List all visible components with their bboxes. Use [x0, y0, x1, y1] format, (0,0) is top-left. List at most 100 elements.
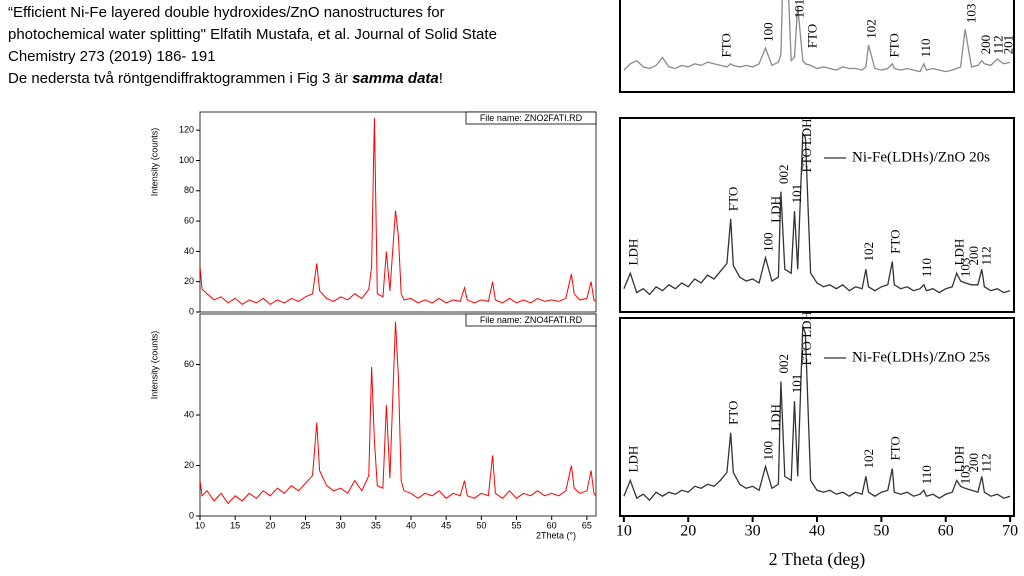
legend-label: Ni-Fe(LDHs)/ZnO 20s [852, 149, 990, 165]
plot-frame [619, 0, 1015, 93]
x-tick-label: 70 [1002, 523, 1018, 540]
peak-label: 100 [760, 22, 775, 42]
peak-label: 112 [979, 246, 994, 265]
peak-label: 100 [760, 232, 775, 252]
peak-label: 112 [979, 453, 994, 472]
peak-label: LDH [799, 118, 814, 145]
x-tick-label: 40 [809, 523, 825, 540]
y-tick-label: 0 [189, 510, 194, 520]
peak-label: FTO [887, 33, 902, 57]
peak-label: 101 [789, 374, 804, 394]
series-line [623, 131, 1011, 296]
peak-label: FTO [887, 229, 902, 253]
x-tick-label: 60 [547, 520, 557, 530]
plot-area [623, 325, 1011, 502]
x-tick-label: 50 [873, 523, 889, 540]
peak-label: 200 [966, 246, 981, 266]
x-tick-label: 10 [195, 520, 205, 530]
x-tick-label: 25 [300, 520, 310, 530]
peak-label: 110 [918, 39, 933, 58]
peak-label: 102 [863, 19, 878, 39]
x-tick-label: 45 [441, 520, 451, 530]
peak-label: 101 [789, 184, 804, 204]
note-text: ! [438, 70, 443, 87]
peak-label: FTO [804, 24, 819, 48]
peak-label: 200 [978, 35, 993, 55]
peak-label: LDH [625, 239, 640, 266]
peak-label: 103 [957, 258, 972, 278]
plot-area [623, 0, 1011, 73]
plot-frame [199, 313, 597, 517]
file-name-box [465, 111, 597, 125]
peak-label: LDH [952, 239, 967, 266]
x-axis-label: 2 Theta (deg) [769, 549, 866, 570]
x-tick-label: 60 [938, 523, 954, 540]
x-tick-label: 50 [476, 520, 486, 530]
peak-label: LDH [768, 196, 783, 223]
y-tick-label: 20 [184, 276, 194, 286]
note-text: De nedersta två röntgendiffraktogrammen … [8, 70, 353, 87]
x-tick-label: 20 [680, 523, 696, 540]
plot-frame [199, 111, 597, 313]
series-line [200, 321, 596, 505]
y-tick-label: 120 [179, 125, 194, 135]
peak-label: FTO [799, 341, 814, 365]
x-tick-label: 65 [582, 520, 592, 530]
plot-area [200, 321, 596, 505]
peak-label: 102 [861, 242, 876, 262]
file-name-box [465, 313, 597, 327]
peak-label: LDH [952, 446, 967, 473]
y-tick-label: 0 [189, 306, 194, 316]
plot-area [623, 131, 1011, 296]
peak-label: 110 [919, 465, 934, 484]
citation-line: photochemical water splitting" Elfatih M… [8, 26, 497, 43]
peak-label: 101 [791, 0, 806, 18]
peak-label: LDH [625, 446, 640, 473]
x-tick-label: 30 [745, 523, 761, 540]
y-tick-label: 40 [184, 409, 194, 419]
peak-label: 002 [776, 354, 791, 374]
peak-label: 100 [760, 441, 775, 461]
y-axis-label: Intensity (counts) [149, 128, 159, 197]
peak-label: LDH [799, 311, 814, 338]
peak-label: FTO [719, 33, 734, 57]
x-tick-label: 35 [371, 520, 381, 530]
x-tick-label: 20 [265, 520, 275, 530]
x-axis-label: 2Theta (°) [536, 530, 576, 540]
peak-label: 103 [957, 465, 972, 485]
citation-line: Chemistry 273 (2019) 186- 191 [8, 48, 216, 65]
x-tick-label: 30 [336, 520, 346, 530]
peak-label: 200 [966, 453, 981, 473]
y-tick-label: 60 [184, 359, 194, 369]
file-name: File name: ZNO4FATI.RD [480, 315, 583, 325]
peak-label: 112 [990, 35, 1005, 54]
series-line [623, 0, 1011, 73]
peak-label: 201 [1001, 35, 1016, 55]
x-tick-label: 10 [616, 523, 632, 540]
y-tick-label: 20 [184, 460, 194, 470]
note-emphasis: samma data [352, 70, 439, 87]
plot-frame [619, 317, 1015, 517]
x-tick-label: 15 [230, 520, 240, 530]
peak-label: 110 [919, 258, 934, 277]
peak-label: 102 [861, 449, 876, 469]
y-tick-label: 60 [184, 215, 194, 225]
peak-label: 002 [776, 164, 791, 184]
citation-line: “Efficient Ni-Fe layered double hydroxid… [8, 4, 445, 21]
peak-label: FTO [887, 436, 902, 460]
peak-label: FTO [726, 401, 741, 425]
x-tick-label: 40 [406, 520, 416, 530]
legend-label: Ni-Fe(LDHs)/ZnO 25s [852, 349, 990, 365]
peak-label: FTO [726, 187, 741, 211]
x-tick-label: 55 [512, 520, 522, 530]
peak-label: 103 [963, 4, 978, 24]
series-line [623, 325, 1011, 502]
plot-area [200, 118, 596, 306]
y-axis-label: Intensity (counts) [149, 331, 159, 400]
y-tick-label: 100 [179, 155, 194, 165]
peak-label: FTO [799, 148, 814, 172]
y-tick-label: 80 [184, 185, 194, 195]
y-tick-label: 40 [184, 246, 194, 256]
